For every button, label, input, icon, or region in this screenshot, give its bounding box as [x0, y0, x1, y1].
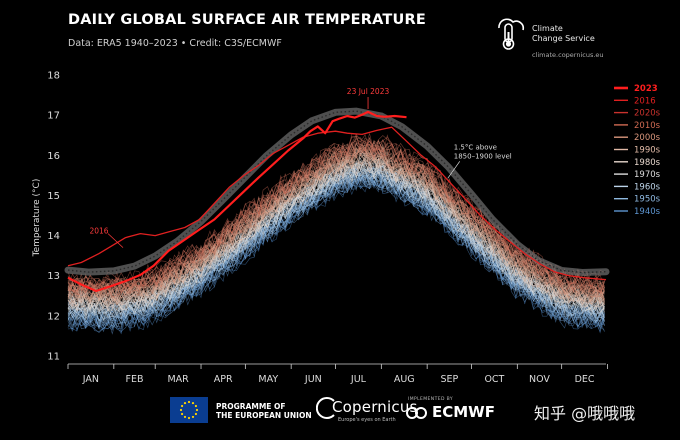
eu-star: [194, 404, 198, 408]
x-tick-label: JAN: [82, 374, 99, 385]
label-2016: 2016: [89, 227, 108, 236]
x-tick-label: JUL: [350, 374, 367, 385]
y-tick-label: 11: [47, 351, 60, 362]
legend-label: 1950s: [634, 195, 661, 205]
eu-star: [183, 401, 187, 405]
series-2023-line: [67, 110, 407, 293]
copernicus-tagline: Europe's eyes on Earth: [338, 417, 396, 423]
eu-flag-icon: [170, 397, 208, 423]
c3s-url: climate.copernicus.eu: [532, 51, 604, 59]
chart-subtitle: Data: ERA5 1940–2023 • Credit: C3S/ECMWF: [68, 38, 282, 49]
threshold-band-shape: [64, 107, 610, 277]
x-tick-label: FEB: [126, 374, 144, 385]
y-tick-label: 13: [47, 271, 60, 282]
y-tick-label: 15: [47, 191, 60, 202]
legend: 2023 2016 2020s 2010s 2000s 1990s 1980s 1970s 19…: [614, 84, 661, 217]
legend-label: 2000s: [634, 133, 661, 143]
ecmwf-name: ECMWF: [432, 403, 495, 421]
eu-star: [179, 408, 183, 412]
legend-label: 1980s: [634, 158, 661, 168]
eu-star: [187, 416, 191, 420]
threshold-label-line1: 1.5°C above: [454, 143, 497, 151]
decade-line: [67, 157, 605, 320]
y-tick-label: 18: [47, 71, 60, 82]
eu-programme-text: PROGRAMME OF THE EUROPEAN UNION: [216, 402, 312, 420]
decade-line: [67, 141, 605, 297]
eu-star: [191, 401, 195, 405]
x-tick-label: APR: [214, 374, 233, 385]
eu-star: [180, 412, 184, 416]
c3s-thermometer-logo-icon: [498, 18, 525, 50]
x-tick-label: MAR: [167, 374, 189, 385]
y-tick-label: 17: [47, 111, 60, 122]
peak-label: 23 Jul 2023: [347, 87, 390, 96]
x-tick-label: NOV: [529, 374, 550, 385]
label-2016-leader: [107, 233, 124, 248]
threshold-band: [64, 107, 610, 277]
decade-line: [67, 133, 605, 294]
axes: 11 12 13 14 15 16 17 18 Temperature (°C) JAN FEB MA…: [32, 71, 608, 385]
eu-star: [191, 415, 195, 419]
c3s-name-line1: Climate: [532, 24, 563, 33]
x-tick-label: OCT: [484, 374, 504, 385]
legend-label: 2020s: [634, 109, 661, 119]
decade-line: [67, 133, 605, 292]
legend-label: 1990s: [634, 146, 661, 156]
y-tick-label: 16: [47, 151, 60, 162]
eu-star: [183, 415, 187, 419]
x-tick-label: DEC: [575, 374, 595, 385]
threshold-label-line2: 1850–1900 level: [454, 152, 512, 160]
series-2016-line: [67, 126, 607, 281]
x-tick-label: AUG: [394, 374, 415, 385]
eu-star: [180, 404, 184, 408]
c3s-name: Climate Change Service: [532, 24, 595, 44]
ecmwf-logo-icon: [406, 407, 427, 419]
legend-label: 2016: [634, 96, 656, 106]
highlight-series: [67, 110, 607, 293]
copernicus-name: Copernicus: [332, 398, 418, 416]
y-axis-label: Temperature (°C): [32, 179, 42, 258]
legend-label: 1960s: [634, 182, 661, 192]
eu-star: [194, 412, 198, 416]
eu-programme-line1: PROGRAMME OF: [216, 402, 286, 411]
eu-star: [187, 400, 191, 404]
implemented-by-label: IMPLEMENTED BY: [408, 397, 454, 402]
x-tick-label: SEP: [440, 374, 458, 385]
threshold-label-leader: [447, 161, 461, 179]
legend-label: 1970s: [634, 170, 661, 180]
decade-line: [67, 166, 605, 329]
eu-programme-line2: THE EUROPEAN UNION: [216, 411, 312, 420]
zhihu-watermark: 知乎 @哦哦哦: [534, 404, 636, 423]
c3s-name-line2: Change Service: [532, 34, 595, 43]
legend-label: 2010s: [634, 121, 661, 131]
x-tick-label: JUN: [304, 374, 322, 385]
copernicus-logo-icon: [316, 397, 335, 419]
legend-label: 1940s: [634, 207, 661, 217]
chart-title: DAILY GLOBAL SURFACE AIR TEMPERATURE: [68, 12, 426, 28]
decade-bands: [67, 133, 605, 335]
x-tick-label: MAY: [258, 374, 278, 385]
footer-logos: PROGRAMME OF THE EUROPEAN UNION Copernic…: [0, 388, 680, 440]
decade-line: [67, 168, 605, 326]
y-tick-label: 14: [47, 231, 60, 242]
legend-label: 2023: [634, 84, 658, 94]
eu-star: [195, 408, 199, 412]
y-tick-label: 12: [47, 311, 60, 322]
